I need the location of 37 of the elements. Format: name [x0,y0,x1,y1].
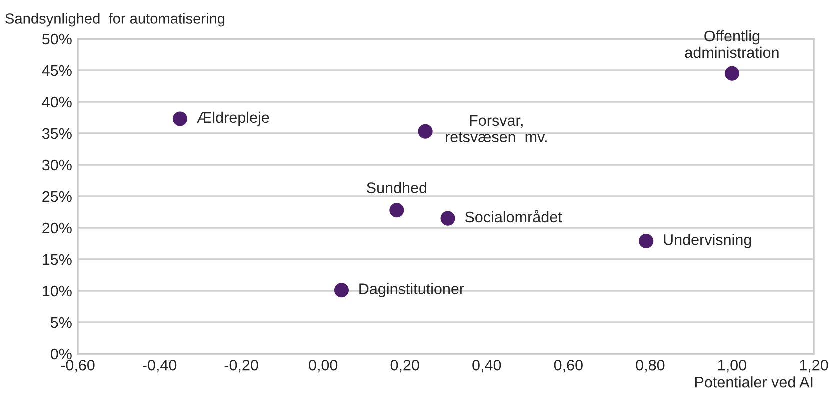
annotation: Undervisning [664,234,752,248]
y-tick-label: 20% [42,222,72,234]
annotation: Offentlig administration [685,30,779,58]
annotation: Ældrepleje [197,112,270,126]
x-tick-label: 1,20 [800,360,828,373]
point [440,211,456,226]
annotation: Forsvar, retsvæsen mv. [446,115,547,143]
annotation: Socialområdet [465,210,562,223]
y-axis-title: Sandsynlighed for automatisering [6,13,225,27]
y-tick-label: 15% [43,254,72,266]
y-tick-label: 10% [43,286,72,297]
x-tick-label: 0,80 [636,360,665,373]
annotation: Daginstitutioner [360,283,464,298]
x-tick-label: -0,60 [61,360,95,373]
y-tick-label: 35% [42,128,72,140]
y-tick-label: 0% [50,348,72,360]
point [334,283,350,298]
point [390,203,404,218]
y-tick-label: 30% [42,160,72,171]
annotation: Sundhed [367,182,427,194]
y-tick-label: 40% [42,96,72,108]
y-tick-label: 45% [42,65,72,76]
point [418,124,433,139]
x-tick-label: 1,00 [718,360,746,373]
x-tick-label: -0,40 [143,360,177,373]
y-tick-label: 5% [50,317,72,328]
point [724,66,740,81]
y-tick-label: 50% [42,34,72,45]
y-tick-label: 25% [42,191,72,202]
point [172,112,188,126]
x-tick-label: 0,00 [309,360,338,373]
x-tick-label: 0,60 [554,360,583,373]
point [639,234,654,249]
x-axis-title: Potentialer ved AI [696,376,813,388]
x-tick-label: 0,40 [472,360,502,373]
x-tick-label: 0,20 [390,360,420,373]
x-tick-label: -0,20 [224,360,258,373]
